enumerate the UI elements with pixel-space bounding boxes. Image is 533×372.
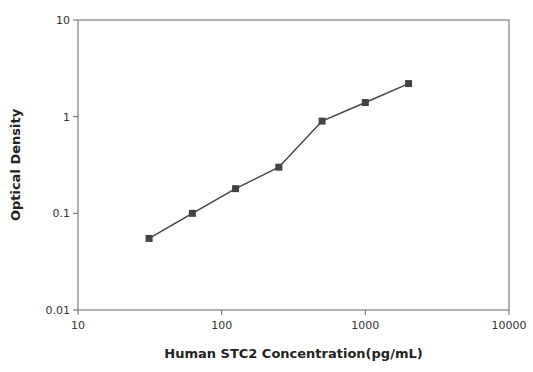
- x-tick: [509, 310, 510, 315]
- x-tick-label: 10000: [492, 319, 527, 332]
- x-tick: [221, 310, 222, 315]
- x-tick: [78, 310, 79, 315]
- data-line: [149, 84, 408, 239]
- chart: 10 100 1000 10000 0.01 0.1 1 10 Human STC2 Conce…: [0, 0, 533, 372]
- data-point: [319, 118, 326, 125]
- data-point: [275, 164, 282, 171]
- x-tick-label: 10: [71, 319, 85, 332]
- y-axis: 0.01 0.1 1 10: [46, 14, 79, 317]
- y-tick: [73, 310, 78, 311]
- y-tick-label: 10: [56, 14, 70, 27]
- data-point: [405, 80, 412, 87]
- y-axis-label: Optical Density: [8, 108, 23, 221]
- y-tick: [73, 213, 78, 214]
- data-point: [146, 235, 153, 242]
- y-tick-label: 0.1: [53, 207, 71, 220]
- plot-area: [146, 80, 412, 242]
- y-tick: [73, 116, 78, 117]
- x-axis: 10 100 1000 10000: [71, 310, 527, 332]
- data-point: [232, 185, 239, 192]
- data-point: [362, 99, 369, 106]
- y-tick-label: 1: [63, 111, 70, 124]
- x-tick: [365, 310, 366, 315]
- x-tick-label: 100: [211, 319, 232, 332]
- x-tick-label: 1000: [351, 319, 379, 332]
- y-tick: [73, 20, 78, 21]
- x-axis-label: Human STC2 Concentration(pg/mL): [164, 346, 422, 361]
- data-point: [189, 210, 196, 217]
- y-tick-label: 0.01: [46, 304, 71, 317]
- plot-frame: [78, 20, 509, 310]
